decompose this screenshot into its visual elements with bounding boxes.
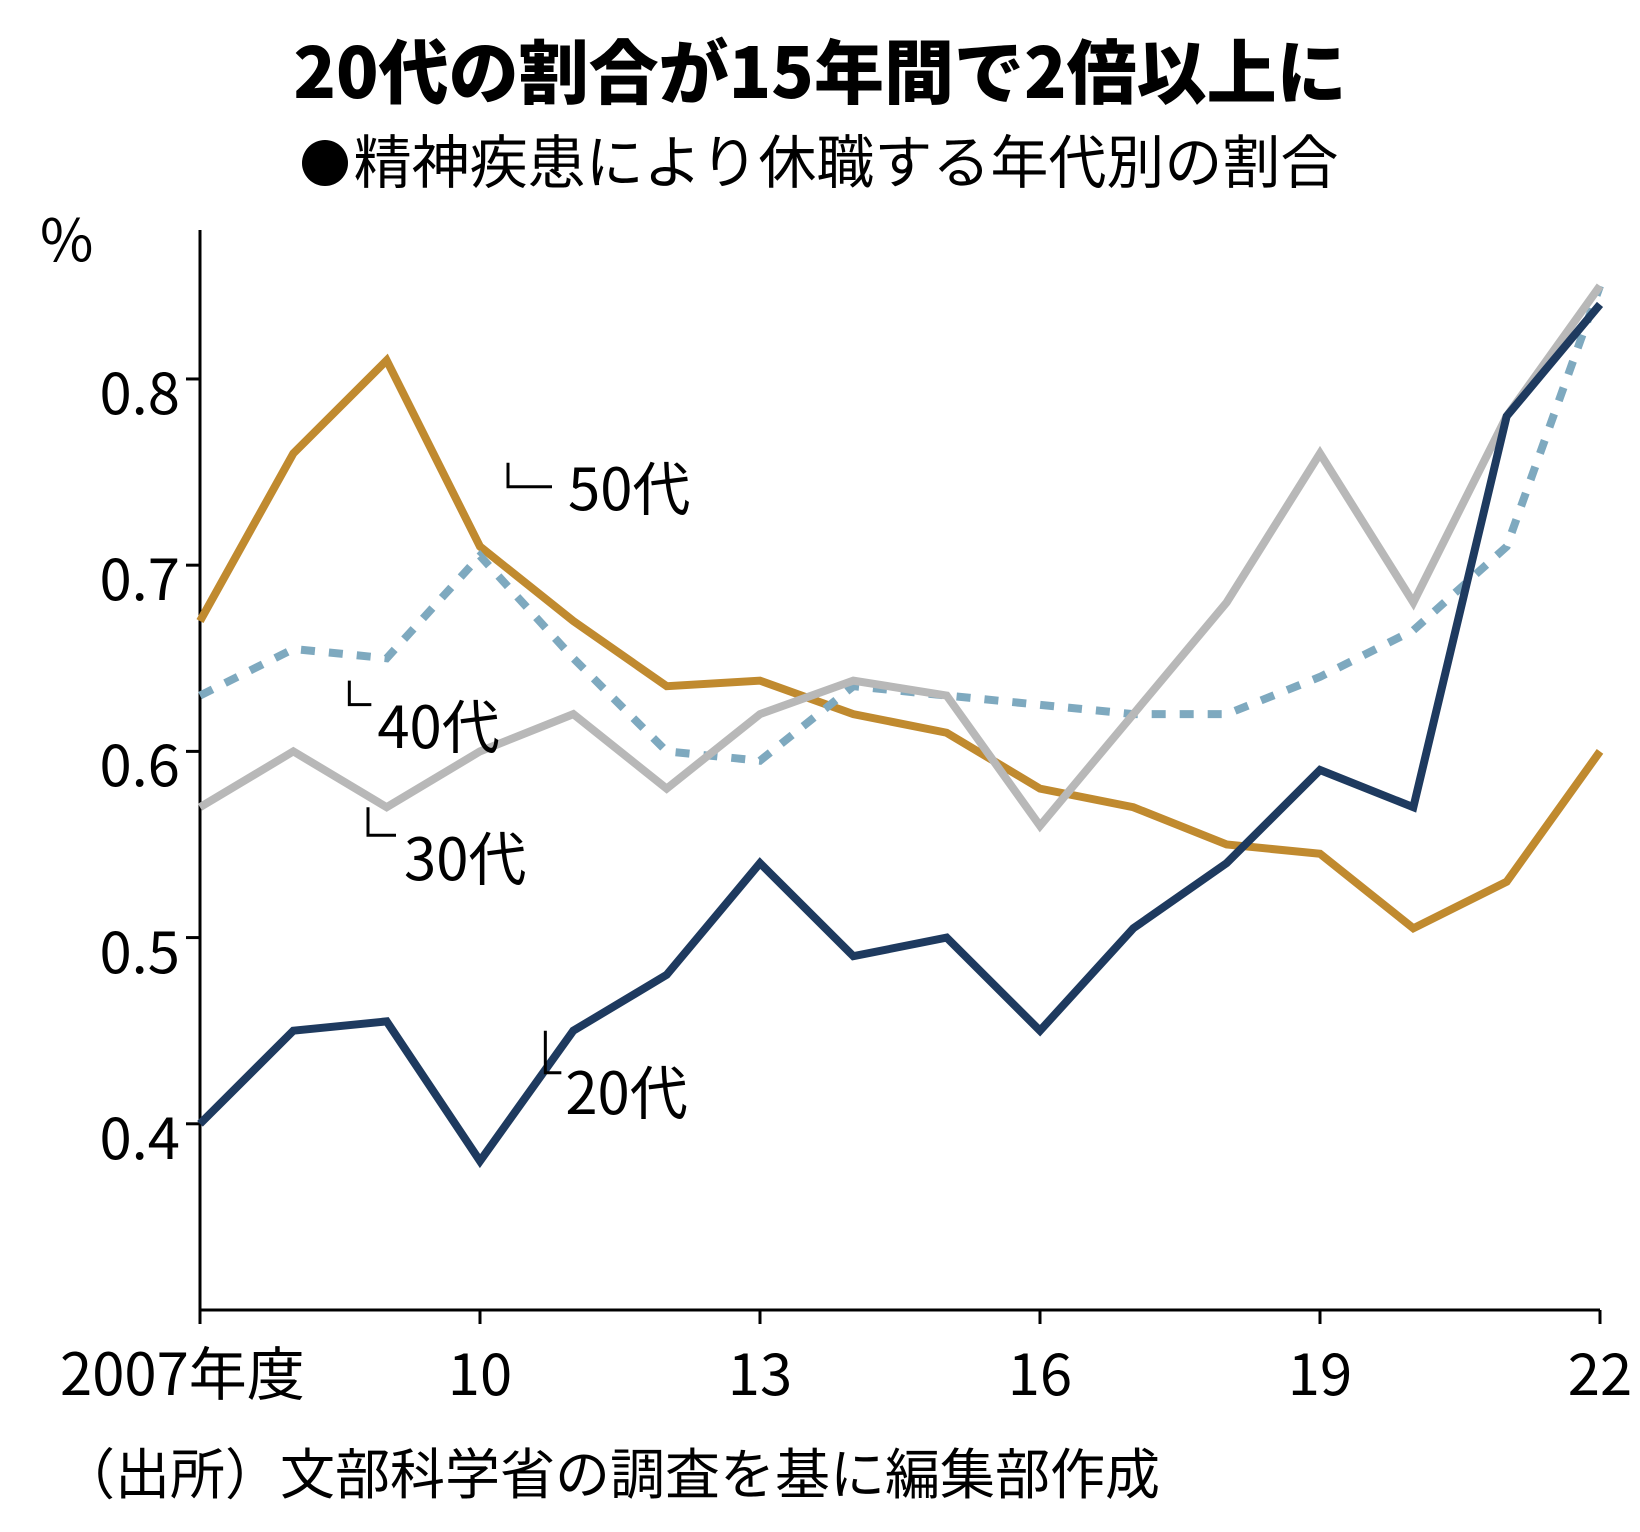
series-label-50s: 50代 bbox=[568, 443, 690, 527]
x-tick-label: 10 bbox=[420, 1328, 540, 1412]
y-tick-label: 0.7 bbox=[30, 533, 180, 617]
x-tick-label: 13 bbox=[700, 1328, 820, 1412]
chart-plot bbox=[0, 0, 1640, 1532]
x-tick-label: 22 bbox=[1540, 1328, 1640, 1412]
x-tick-label: 19 bbox=[1260, 1328, 1380, 1412]
x-tick-label: 2007年度 bbox=[60, 1328, 400, 1412]
series-label-20s: 20代 bbox=[565, 1047, 687, 1131]
y-tick-label: 0.8 bbox=[30, 347, 180, 431]
y-tick-label: 0.5 bbox=[30, 906, 180, 990]
x-tick-label: 16 bbox=[980, 1328, 1100, 1412]
series-label-30s: 30代 bbox=[404, 813, 526, 897]
y-tick-label: 0.6 bbox=[30, 719, 180, 803]
y-tick-label: 0.4 bbox=[30, 1092, 180, 1176]
chart-container: 20代の割合が15年間で2倍以上に 精神疾患により休職する年代別の割合 % 0.… bbox=[0, 0, 1640, 1532]
series-label-40s: 40代 bbox=[377, 681, 499, 765]
source-note: （出所）文部科学省の調査を基に編集部作成 bbox=[60, 1430, 1160, 1510]
